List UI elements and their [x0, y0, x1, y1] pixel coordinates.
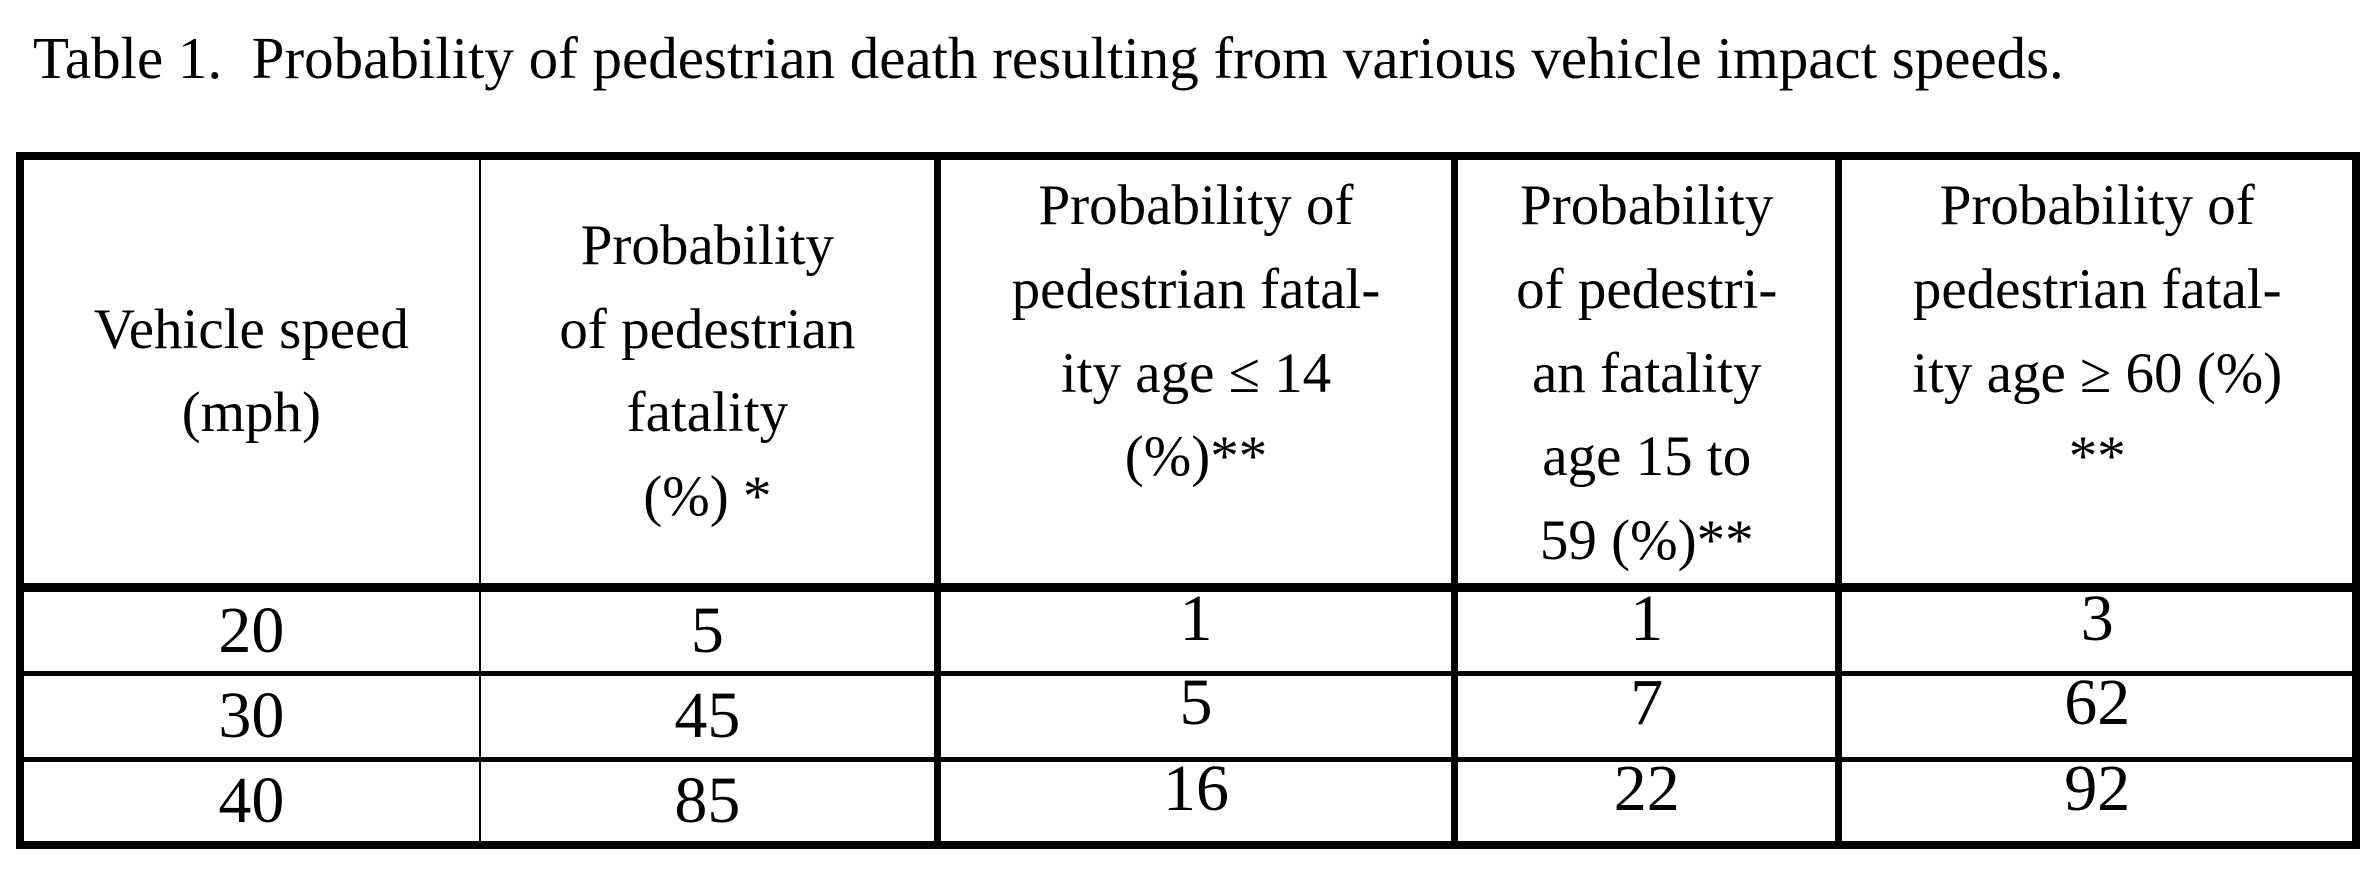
data-cell: 1 [1454, 585, 1843, 676]
data-cell: 40 [20, 759, 481, 848]
col-header-vehicle-speed: Vehicle speed (mph) [20, 156, 481, 592]
data-cell: 7 [1454, 669, 1843, 762]
data-cell: 5 [937, 669, 1458, 762]
data-cell: 92 [1838, 755, 2356, 848]
table-caption: Table 1. Probability of pedestrian death… [33, 25, 2064, 91]
table-row: 20 5 1 1 3 [20, 585, 2356, 676]
table-row: 40 85 16 22 92 [20, 755, 2356, 848]
data-cell: 5 [479, 587, 942, 676]
data-cell: 16 [937, 755, 1458, 848]
col-header-fatality-age-ge-60: Probability of pedestrian fatal- ity age… [1838, 156, 2356, 592]
col-header-fatality-age-le-14: Probability of pedestrian fatal- ity age… [937, 156, 1458, 592]
data-cell: 62 [1838, 669, 2356, 762]
data-cell: 85 [479, 759, 942, 848]
pedestrian-fatality-table: Vehicle speed (mph) Probability of pedes… [16, 152, 2360, 849]
data-cell: 1 [937, 585, 1458, 676]
data-cell: 22 [1454, 755, 1843, 848]
header-row: Vehicle speed (mph) Probability of pedes… [20, 156, 2356, 592]
data-cell: 30 [20, 673, 481, 762]
table-row: 30 45 5 7 62 [20, 669, 2356, 762]
data-cell: 45 [479, 673, 942, 762]
data-cell: 3 [1838, 585, 2356, 676]
col-header-fatality-overall: Probability of pedestrian fatality (%) * [479, 156, 942, 592]
data-cell: 20 [20, 587, 481, 676]
col-header-fatality-age-15-59: Probability of pedestri- an fatality age… [1454, 156, 1843, 592]
